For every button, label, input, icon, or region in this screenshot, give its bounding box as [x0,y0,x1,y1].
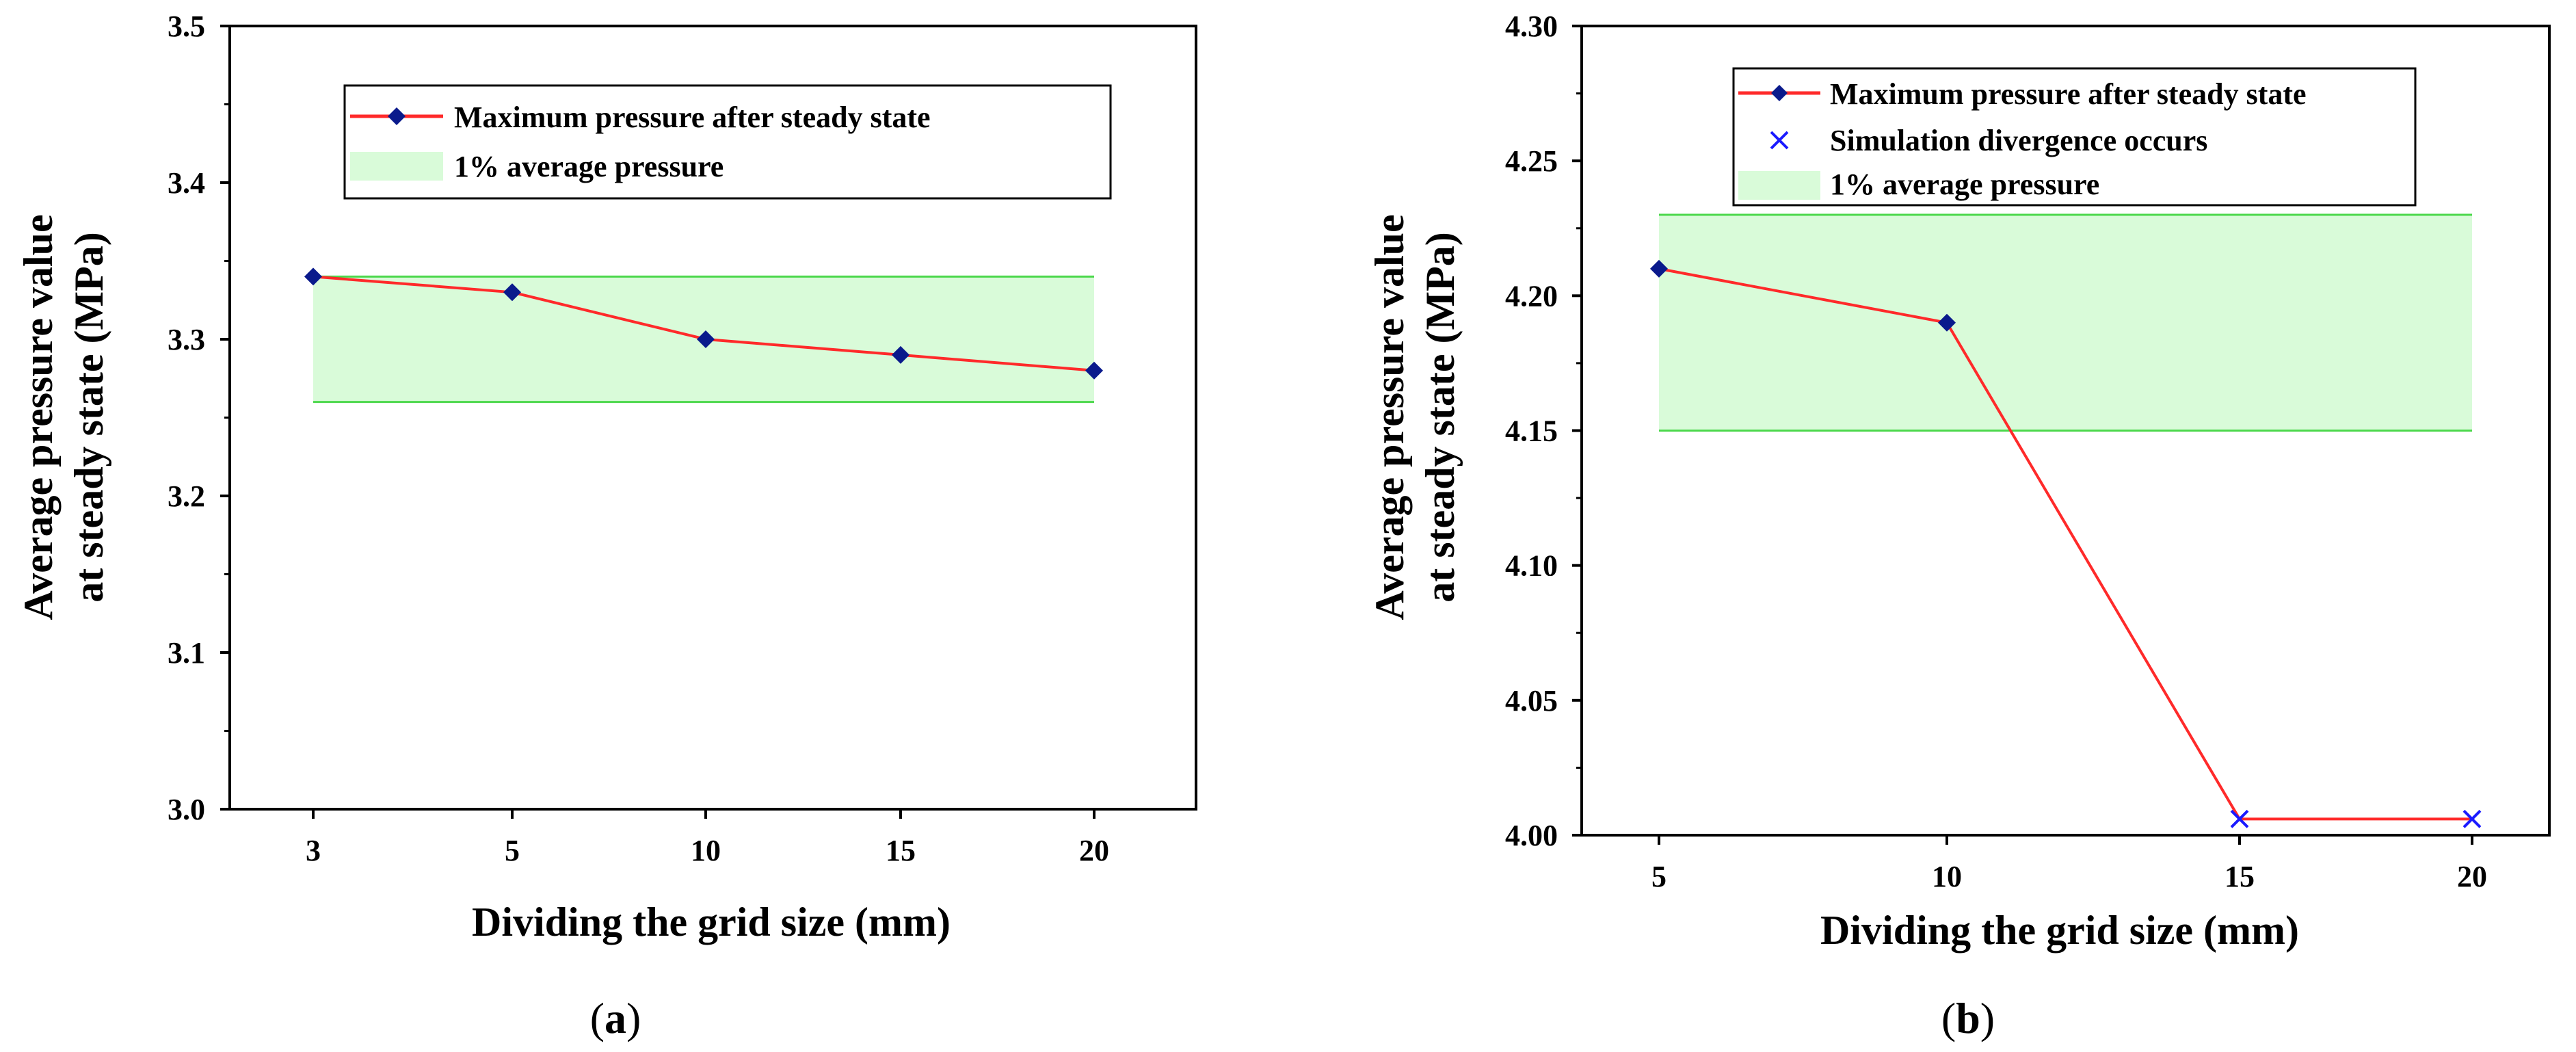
panel-b-legend-cross-swatch [1770,131,1789,150]
panel-b-ytick-label: 4.00 [1505,819,1558,852]
panel-b-divergence-stroke [2462,809,2482,828]
panel-a-caption: (a) [590,994,641,1042]
panel-a-xtick-label: 20 [1079,834,1109,867]
panel-b-legend: Maximum pressure after steady state Simu… [1732,67,2417,207]
panel-a-data-point [1085,361,1103,380]
panel-b-legend-band-label: 1% average pressure [1830,168,2099,201]
panel-a-xtick-label: 3 [306,834,321,867]
panel-a-ytick-label: 3.4 [168,166,205,200]
panel-b-divergence-point [2230,809,2249,828]
panel-a-data-point [503,283,521,302]
panel-a-ytick-label: 3.3 [168,323,205,356]
panel-b-ytick-label: 4.20 [1505,279,1558,313]
panel-b-divergence-point [2462,809,2482,828]
panel-b-ytick-label: 4.10 [1505,549,1558,583]
panel-a-ylabel-line1: Average pressure value [16,214,61,620]
panel-b-ytick-label: 4.15 [1505,415,1558,448]
panel-a-data-point [304,267,322,286]
panel-a-xlabel: Dividing the grid size (mm) [472,899,951,945]
panel-b-ylabel-line1: Average pressure value [1367,214,1412,620]
panel-b-data-point [1650,259,1668,278]
panel-a-xtick-label: 10 [691,834,721,867]
panel-a-legend-marker-swatch [388,107,406,125]
panel-b-legend-box [1732,67,2417,207]
panel-b-legend-divergence-label: Simulation divergence occurs [1830,124,2207,157]
panel-b-caption: (b) [1941,994,1995,1042]
panel-b-xtick-label: 15 [2225,860,2255,893]
panel-b-ytick-label: 4.30 [1505,10,1558,43]
panel-b-xlabel: Dividing the grid size (mm) [1820,908,2299,953]
panel-a-legend-band-swatch [350,152,443,181]
panel-b-xtick-label: 20 [2457,860,2487,893]
panel-a-legend-box [343,84,1112,200]
panel-b-ylabel-line2: at steady state (MPa) [1418,232,1463,603]
panel-a-ytick-label: 3.0 [168,793,205,826]
panel-a-ytick-label: 3.2 [168,479,205,513]
panel-a-ytick-label: 3.5 [168,10,205,43]
panel-b-legend-marker-swatch [1771,85,1788,101]
panel-b-legend-series-label: Maximum pressure after steady state [1830,77,2307,111]
panel-b-xtick-label: 5 [1651,860,1667,893]
panel-b-ytick-label: 4.25 [1505,144,1558,178]
panel-a-legend: Maximum pressure after steady state 1% a… [343,84,1112,200]
panel-b-band-area [1659,215,2472,431]
panel-b-ytick-label: 4.05 [1505,684,1558,718]
panel-a-legend-series-label: Maximum pressure after steady state [454,101,931,134]
panel-b-series-line [1658,267,2472,821]
panel-a-data-point [697,330,715,348]
panel-a-xtick-label: 15 [886,834,916,867]
panel-b-xtick-label: 10 [1932,860,1962,893]
panel-a-data-point [892,345,909,364]
panel-b-data-point [1938,313,1956,332]
panel-a-ytick-label: 3.1 [168,636,205,670]
panel-a-ylabel-line2: at steady state (MPa) [66,232,111,603]
panel-b-divergence-stroke [2230,809,2249,828]
chart-panel-a: Average pressure value at steady state (… [16,10,1197,1042]
panel-b-plot: 4.00 4.05 4.10 4.15 4.20 4.25 4.30 5 10 15 20 [1505,10,2487,893]
panel-a-xtick-label: 5 [505,834,520,867]
panel-a-plot: 3.0 3.1 3.2 3.3 3.4 3.5 3 5 10 15 20 [168,10,1109,867]
panel-a-legend-band-label: 1% average pressure [454,150,723,183]
chart-panel-b: Average pressure value at steady state (… [1367,10,2551,1042]
panel-b-legend-band-swatch [1738,171,1820,200]
